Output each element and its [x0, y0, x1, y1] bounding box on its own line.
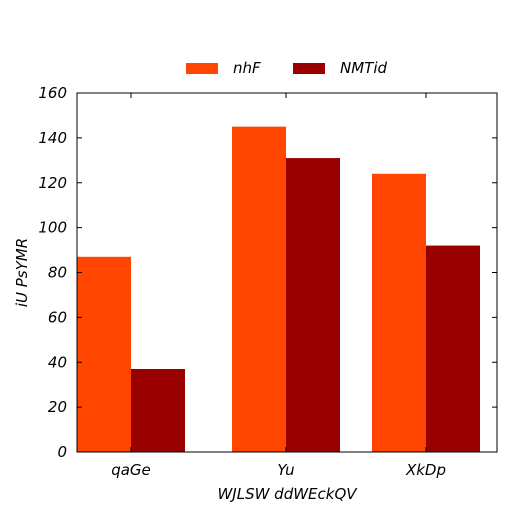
bar-NMTid-Yu: [286, 158, 340, 452]
bar-nhF-Yu: [232, 127, 286, 452]
x-tick-label-XkDp: XkDp: [405, 461, 446, 479]
y-tick-label: 60: [48, 308, 67, 326]
y-tick-label: 100: [38, 219, 67, 237]
bar-nhF-qaGe: [77, 257, 131, 452]
y-tick-label: 40: [48, 353, 67, 371]
bar-nhF-XkDp: [372, 174, 426, 452]
bar-NMTid-XkDp: [426, 246, 480, 452]
y-axis-label: iU PsYMR: [13, 238, 31, 307]
y-tick-label: 0: [57, 443, 67, 461]
bars: [77, 127, 480, 452]
x-tick-label-Yu: Yu: [277, 461, 294, 479]
legend: nhF NMTid: [186, 59, 387, 77]
y-tick-label: 140: [38, 129, 67, 147]
x-axis-label: WJLSW ddWEckQV: [217, 485, 358, 503]
legend-swatch-nhF: [186, 63, 218, 74]
y-tick-label: 20: [48, 398, 67, 416]
legend-label-nhF: nhF: [233, 59, 261, 77]
legend-label-NMTid: NMTid: [340, 59, 387, 77]
x-tick-label-qaGe: qaGe: [111, 461, 151, 479]
legend-swatch-NMTid: [293, 63, 325, 74]
y-tick-label: 80: [48, 264, 67, 282]
bar-NMTid-qaGe: [131, 369, 185, 452]
y-tick-label: 120: [38, 174, 67, 192]
y-tick-label: 160: [38, 84, 67, 102]
